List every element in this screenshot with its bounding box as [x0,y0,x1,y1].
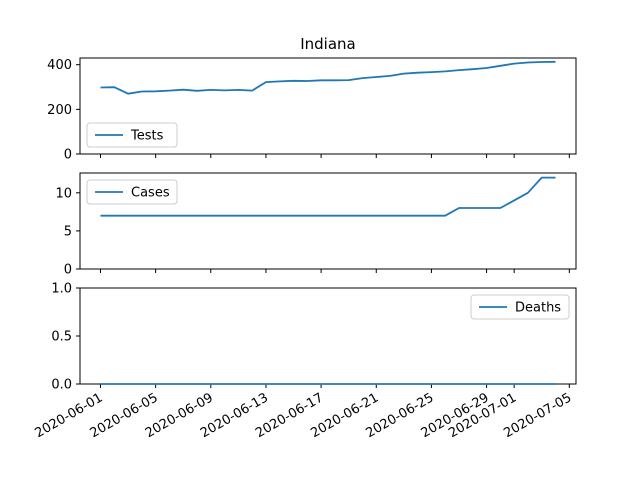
y-tick-label: 0 [64,148,72,163]
legend-box [470,294,570,320]
tests-subplot: 0 200 400 Tests [47,57,577,163]
y-tick-label: 0.0 [51,378,72,393]
tests-axes-frame [79,57,577,155]
tests-legend: Tests [86,122,178,148]
y-tick-label: 5 [64,224,72,239]
y-tick-label: 0.5 [51,330,72,345]
y-tick-label: 200 [47,103,72,118]
cases-series-line [100,176,556,217]
tests-series-line [100,60,556,95]
y-tick-label: 10 [55,186,72,201]
cases-subplot: 0 5 10 Cases [55,172,577,278]
legend-label: Tests [130,129,164,144]
chart-title: Indiana [300,35,356,53]
x-axis-ticks: 2020-06-012020-06-052020-06-092020-06-13… [33,390,575,441]
legend-box [86,122,178,148]
y-tick-label: 0 [64,263,72,278]
deaths-subplot: 0.0 0.5 1.0 Deaths [51,282,577,393]
y-tick-label: 400 [47,58,72,73]
y-tick-label: 1.0 [51,282,72,297]
cases-axes-frame [79,172,577,270]
legend-label: Deaths [515,301,561,316]
legend-label: Cases [131,186,170,201]
cases-legend: Cases [86,179,178,205]
deaths-legend: Deaths [470,294,570,320]
legend-box [86,179,178,205]
